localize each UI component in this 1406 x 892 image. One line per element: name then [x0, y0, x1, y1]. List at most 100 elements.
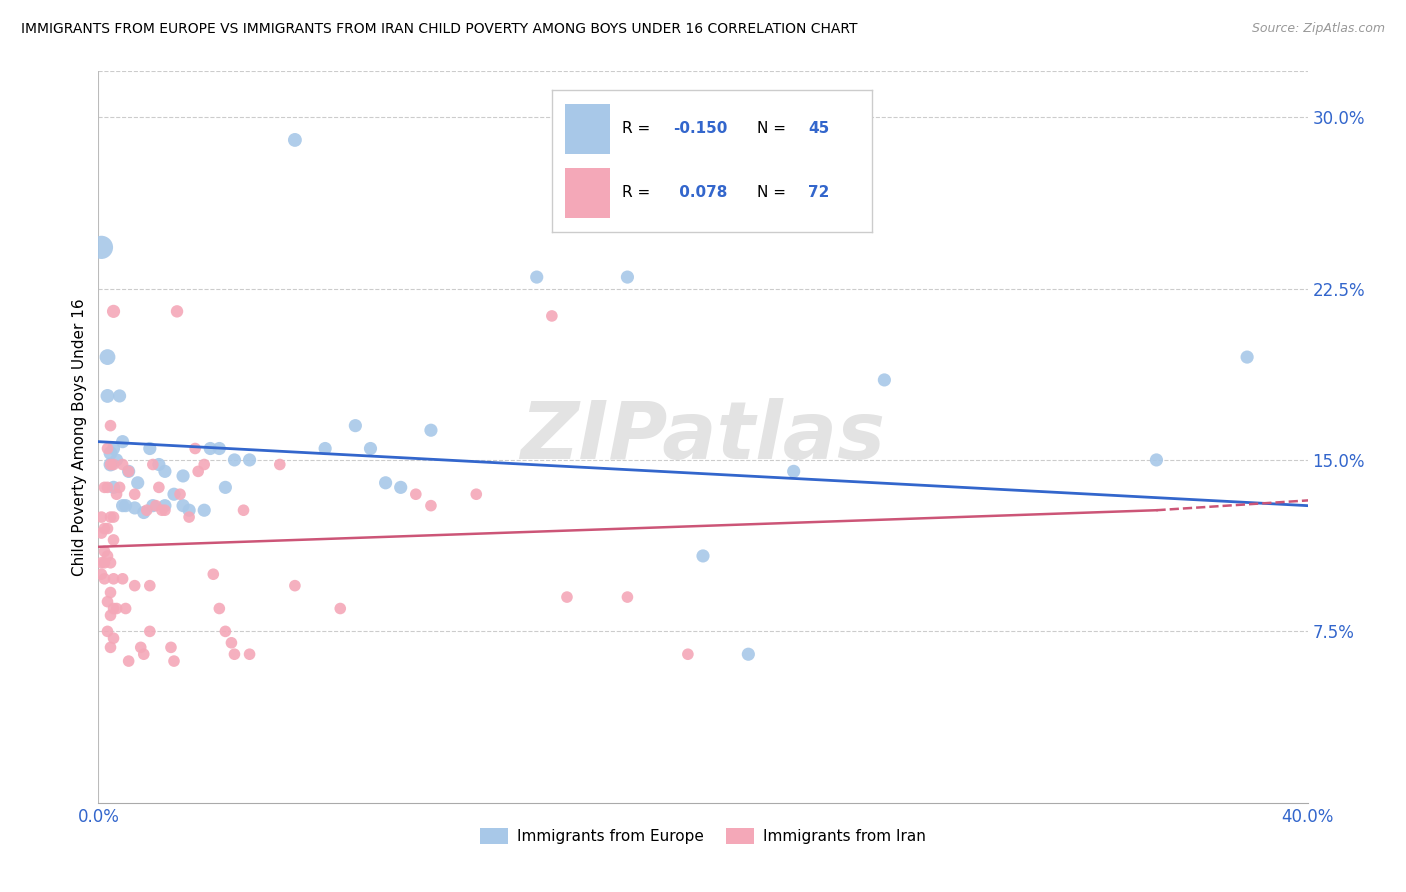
Point — [132, 506, 155, 520]
Point — [360, 442, 382, 456]
Point — [93, 521, 115, 535]
Point — [269, 458, 291, 472]
Point — [103, 632, 125, 646]
Point — [1144, 453, 1167, 467]
Point — [179, 510, 201, 524]
Point — [100, 510, 122, 524]
Point — [124, 579, 146, 593]
Point — [1236, 350, 1258, 364]
Point — [148, 480, 170, 494]
Point — [153, 464, 176, 478]
Point — [96, 521, 118, 535]
Point — [108, 389, 131, 403]
Point — [96, 350, 118, 364]
Text: ZIPatlas: ZIPatlas — [520, 398, 886, 476]
Point — [153, 503, 176, 517]
Point — [118, 464, 141, 478]
Point — [100, 556, 122, 570]
Point — [100, 608, 122, 623]
Point — [142, 499, 165, 513]
Point — [124, 500, 146, 515]
Point — [105, 601, 128, 615]
Point — [129, 640, 152, 655]
Point — [172, 469, 194, 483]
Point — [139, 442, 162, 456]
Y-axis label: Child Poverty Among Boys Under 16: Child Poverty Among Boys Under 16 — [72, 298, 87, 576]
Point — [193, 503, 215, 517]
Point — [737, 647, 759, 661]
Point — [118, 654, 141, 668]
Point — [214, 624, 236, 639]
Point — [93, 572, 115, 586]
Point — [90, 567, 112, 582]
Point — [139, 579, 162, 593]
Point — [692, 549, 714, 563]
Point — [96, 624, 118, 639]
Point — [239, 453, 262, 467]
Point — [103, 510, 125, 524]
Point — [111, 572, 134, 586]
Point — [187, 464, 209, 478]
Point — [142, 458, 165, 472]
Point — [100, 418, 122, 433]
Point — [616, 270, 638, 285]
Point — [179, 503, 201, 517]
Point — [163, 654, 186, 668]
Point — [200, 442, 222, 456]
Point — [111, 434, 134, 449]
Point — [329, 601, 352, 615]
Text: Source: ZipAtlas.com: Source: ZipAtlas.com — [1251, 22, 1385, 36]
Point — [208, 442, 231, 456]
Point — [114, 499, 136, 513]
Point — [132, 647, 155, 661]
Point — [111, 458, 134, 472]
Point — [100, 458, 122, 472]
Point — [420, 499, 443, 513]
Point — [208, 601, 231, 615]
Point — [405, 487, 427, 501]
Point — [214, 480, 236, 494]
Point — [616, 590, 638, 604]
Point — [114, 601, 136, 615]
Point — [284, 579, 307, 593]
Point — [100, 446, 122, 460]
Point — [96, 549, 118, 563]
Point — [105, 487, 128, 501]
Point — [93, 556, 115, 570]
Point — [93, 480, 115, 494]
Legend: Immigrants from Europe, Immigrants from Iran: Immigrants from Europe, Immigrants from … — [474, 822, 932, 850]
Point — [284, 133, 307, 147]
Point — [103, 601, 125, 615]
Point — [93, 544, 115, 558]
Point — [169, 487, 191, 501]
Point — [420, 423, 443, 437]
Point — [676, 647, 699, 661]
Point — [139, 624, 162, 639]
Point — [555, 590, 578, 604]
Point — [103, 572, 125, 586]
Point — [90, 526, 112, 541]
Text: IMMIGRANTS FROM EUROPE VS IMMIGRANTS FROM IRAN CHILD POVERTY AMONG BOYS UNDER 16: IMMIGRANTS FROM EUROPE VS IMMIGRANTS FRO… — [21, 22, 858, 37]
Point — [118, 464, 141, 478]
Point — [96, 389, 118, 403]
Point — [344, 418, 367, 433]
Point — [111, 499, 134, 513]
Point — [105, 453, 128, 467]
Point — [163, 487, 186, 501]
Point — [540, 309, 562, 323]
Point — [124, 487, 146, 501]
Point — [100, 458, 122, 472]
Point — [145, 499, 167, 513]
Point — [90, 240, 112, 254]
Point — [166, 304, 188, 318]
Point — [526, 270, 548, 285]
Point — [103, 533, 125, 547]
Point — [172, 499, 194, 513]
Point — [148, 458, 170, 472]
Point — [232, 503, 254, 517]
Point — [224, 453, 246, 467]
Point — [96, 480, 118, 494]
Point — [314, 442, 336, 456]
Point — [90, 510, 112, 524]
Point — [224, 647, 246, 661]
